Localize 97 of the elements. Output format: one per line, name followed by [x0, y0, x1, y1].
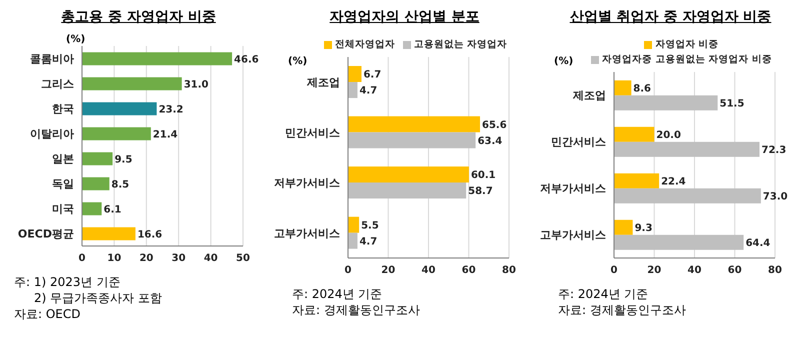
legend-label: 전체자영업자	[334, 38, 395, 51]
legend-label: 자영업자중 고용원없는 자영업자 비중	[602, 53, 772, 66]
chart-title: 산업별 취업자 중 자영업자 비중	[568, 8, 772, 27]
bar	[614, 173, 660, 188]
text: 자료: OECD	[14, 306, 82, 322]
y-tick-label: 콜롬비아	[30, 52, 74, 66]
data-label: 6.7	[363, 70, 382, 81]
data-label: 16.6	[137, 229, 162, 240]
bar	[614, 126, 654, 142]
x-tick-label: 60	[728, 265, 742, 276]
x-tick-label: 60	[462, 265, 476, 276]
x-tick-label: 80	[768, 265, 782, 276]
text: 주: 2024년 기준	[292, 286, 384, 302]
bar	[348, 182, 466, 199]
bar	[614, 142, 760, 157]
data-label: 8.5	[111, 179, 130, 190]
legend-label: 자영업자 비중	[655, 38, 719, 51]
y-tick-label: 일본	[52, 152, 74, 166]
bar	[614, 95, 718, 110]
text: 주: 1) 2023년 기준	[14, 274, 122, 290]
data-label: 9.3	[634, 222, 652, 234]
text: 자료: 경제활동인구조사	[292, 302, 421, 318]
data-label: 73.0	[762, 191, 788, 202]
data-label: 6.1	[104, 204, 122, 216]
bar	[348, 132, 476, 148]
y-tick-label: 독일	[52, 177, 74, 190]
data-label: 9.5	[114, 154, 132, 166]
chart-title: 총고용 중 자영업자 비중	[60, 8, 217, 27]
x-tick-label: 40	[688, 265, 702, 276]
y-tick-label: 민간서비스	[551, 136, 606, 149]
data-label: 60.1	[470, 170, 496, 182]
data-label: 4.7	[359, 236, 378, 248]
y-axis-title: (%)	[288, 56, 308, 67]
data-label: 31.0	[184, 79, 209, 90]
bar	[82, 177, 110, 190]
y-tick-label: 한국	[52, 102, 74, 116]
bar	[82, 227, 136, 240]
data-label: 51.5	[720, 98, 744, 110]
bar	[614, 234, 744, 250]
y-tick-label: 고부가서비스	[274, 226, 340, 240]
bar	[348, 66, 362, 82]
bar	[348, 116, 480, 132]
x-tick-label: 0	[78, 253, 86, 264]
y-tick-label: 저부가서비스	[540, 182, 606, 196]
data-label: 65.6	[482, 120, 507, 131]
bar	[614, 220, 633, 235]
bar	[82, 77, 182, 90]
bar	[348, 232, 358, 249]
data-label: 21.4	[152, 129, 178, 140]
x-tick-label: 10	[107, 253, 122, 264]
data-label: 8.6	[633, 83, 652, 94]
bar	[82, 52, 232, 66]
x-tick-label: 0	[344, 265, 352, 276]
data-label: 64.4	[746, 238, 770, 249]
y-tick-label: 저부가서비스	[274, 176, 340, 190]
x-tick-label: 40	[204, 253, 218, 264]
bar	[614, 80, 632, 96]
y-tick-label: 제조업	[572, 89, 606, 102]
text: 주: 2024년 기준	[558, 286, 650, 302]
bar	[82, 127, 151, 140]
text: 자료: 경제활동인구조사	[558, 302, 687, 318]
bar	[82, 152, 113, 166]
y-axis-title: (%)	[66, 34, 86, 45]
y-tick-label: 그리스	[41, 77, 74, 90]
x-tick-label: 50	[236, 253, 250, 264]
bar	[82, 202, 102, 216]
bar	[348, 82, 358, 98]
bar	[614, 188, 761, 204]
y-tick-label: 고부가서비스	[540, 228, 606, 242]
y-tick-label: OECD평균	[18, 227, 74, 240]
legend-label: 고용원없는 자영업자	[414, 38, 508, 51]
data-label: 22.4	[661, 176, 686, 188]
data-label: 23.2	[158, 104, 184, 116]
x-tick-label: 20	[139, 253, 154, 264]
x-tick-label: 0	[610, 265, 618, 276]
x-tick-label: 20	[647, 265, 662, 276]
data-label: 58.7	[468, 186, 493, 198]
y-tick-label: 제조업	[306, 76, 340, 90]
bar	[82, 102, 157, 116]
data-label: 63.4	[478, 136, 502, 147]
y-axis-title: (%)	[554, 56, 574, 67]
y-tick-label: 이탈리아	[30, 127, 74, 140]
y-tick-label: 미국	[52, 202, 74, 216]
data-label: 46.6	[234, 54, 259, 66]
data-label: 72.3	[762, 144, 786, 156]
chart-title: 자영업자의 산업별 분포	[328, 8, 480, 27]
x-tick-label: 80	[502, 265, 516, 276]
bar	[348, 166, 469, 183]
bar	[348, 216, 360, 233]
y-tick-label: 민간서비스	[285, 126, 340, 140]
x-tick-label: 20	[381, 265, 396, 276]
x-tick-label: 40	[422, 265, 436, 276]
x-tick-label: 30	[172, 253, 186, 264]
data-label: 4.7	[359, 86, 378, 97]
text: 2) 무급가족종사자 포함	[33, 290, 163, 306]
data-label: 20.0	[656, 130, 681, 141]
data-label: 5.5	[361, 220, 379, 232]
